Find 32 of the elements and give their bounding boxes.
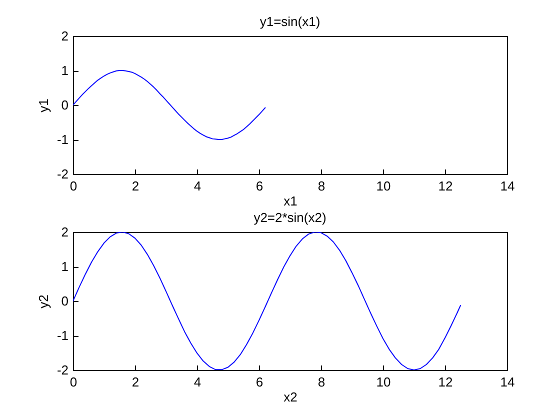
y-tick-label: 1 <box>61 259 68 274</box>
x-tick-label: 6 <box>256 178 264 194</box>
y-tick-label: 0 <box>61 294 68 308</box>
x-axis-title: x2 <box>284 390 298 404</box>
x-tick-label: 4 <box>194 178 202 194</box>
x-tick-label: 10 <box>376 374 391 390</box>
y-tick-label: -1 <box>56 328 68 343</box>
x-tick-label: 2 <box>132 374 140 390</box>
y-tick-label: -2 <box>56 166 68 182</box>
chart-title: y1=sin(x1) <box>260 14 320 29</box>
x-tick-label: 8 <box>318 178 326 194</box>
y-axis-title: y2 <box>36 294 51 308</box>
y-tick-label: 2 <box>61 224 68 240</box>
y-tick-label: -1 <box>56 132 68 147</box>
x-tick-label: 4 <box>194 374 202 390</box>
x-tick-label: 12 <box>438 178 453 194</box>
x-tick-label: 14 <box>500 374 515 390</box>
line-series <box>73 70 266 140</box>
x-tick-label: 8 <box>318 374 326 390</box>
y-tick-label: 0 <box>61 98 68 112</box>
y-tick-label: -2 <box>56 362 68 378</box>
x-tick-label: 12 <box>438 374 453 390</box>
y-tick-label: 1 <box>61 63 68 78</box>
x-axis-title: x1 <box>284 194 298 208</box>
x-tick-label: 6 <box>256 374 264 390</box>
y-tick-label: 2 <box>61 28 68 44</box>
x-tick-label: 14 <box>500 178 515 194</box>
x-tick-label: 10 <box>376 178 391 194</box>
line-series <box>73 232 461 370</box>
chart-title: y2=2*sin(x2) <box>254 210 326 225</box>
y-axis-title: y1 <box>36 98 51 112</box>
x-tick-label: 2 <box>132 178 140 194</box>
